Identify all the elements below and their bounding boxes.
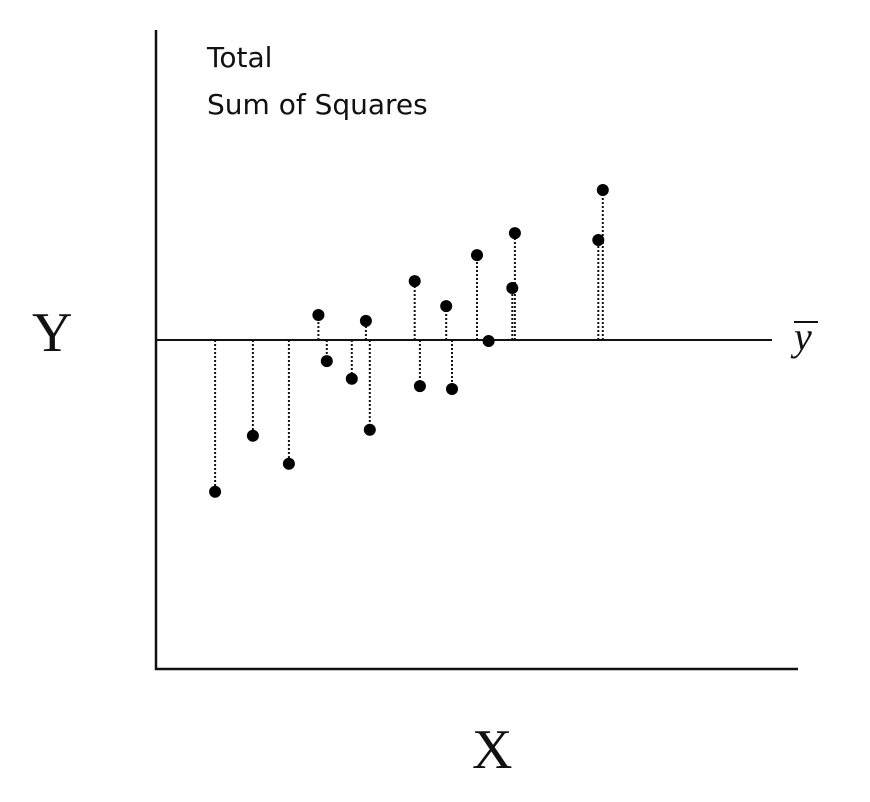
data-points (209, 184, 609, 498)
x-axis-label: X (472, 719, 512, 781)
data-point (596, 184, 609, 196)
data-point (359, 314, 372, 327)
data-point (312, 309, 325, 321)
data-point (446, 383, 458, 395)
chart-title-line-1: Total (206, 41, 272, 74)
data-point (246, 429, 259, 442)
data-point (413, 380, 426, 393)
data-point (209, 485, 222, 498)
mean-label: y (790, 314, 818, 359)
data-point (471, 249, 483, 262)
data-point (508, 227, 521, 240)
data-point (282, 457, 295, 470)
data-point (345, 372, 358, 385)
data-point (592, 234, 605, 246)
data-point (482, 335, 495, 347)
data-point (408, 275, 421, 288)
data-point (363, 423, 376, 436)
mean-label-text: y (790, 314, 812, 359)
data-point (506, 282, 519, 294)
chart-title-line-2: Sum of Squares (207, 88, 428, 121)
y-axis-label: Y (32, 302, 72, 364)
data-point (440, 300, 453, 313)
data-point (320, 355, 333, 368)
